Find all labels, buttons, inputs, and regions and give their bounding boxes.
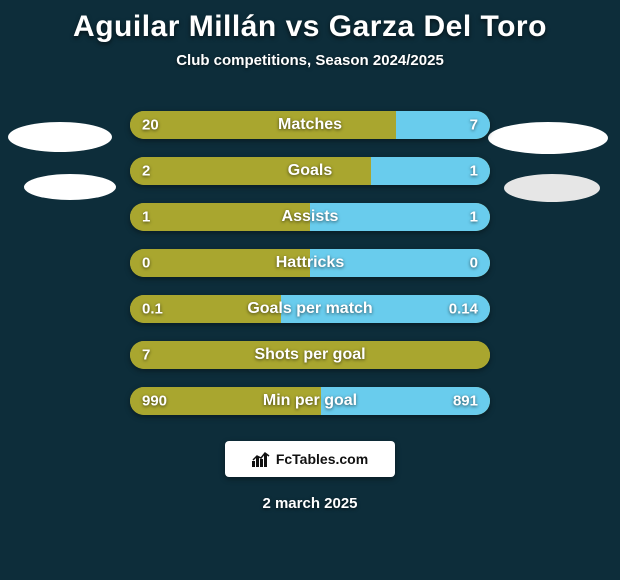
stat-fill-right	[396, 111, 490, 139]
stat-fill-left	[130, 341, 490, 369]
stat-fill-right	[371, 157, 490, 185]
stat-fill-left	[130, 157, 371, 185]
stat-fill-left	[130, 203, 310, 231]
stat-fill-left	[130, 387, 321, 415]
stat-fill-right	[321, 387, 490, 415]
logo-text: FcTables.com	[276, 451, 368, 467]
stat-fill-left	[130, 249, 310, 277]
player-left-avatar-2	[24, 174, 116, 200]
player-left-avatar-1	[8, 122, 112, 152]
player-right-avatar-2	[504, 174, 600, 202]
stat-row: 7Shots per goal	[130, 341, 490, 369]
comparison-card: Aguilar Millán vs Garza Del Toro Club co…	[0, 0, 620, 580]
stat-fill-right	[310, 203, 490, 231]
stat-fill-left	[130, 295, 281, 323]
stat-row: 11Assists	[130, 203, 490, 231]
page-title: Aguilar Millán vs Garza Del Toro	[73, 10, 547, 44]
logo-box[interactable]: FcTables.com	[225, 441, 395, 477]
stats-container: 207Matches 21Goals 11Assists 00Hattricks 0.1…	[130, 111, 490, 415]
player-right-avatar-1	[488, 122, 608, 154]
stat-row: 00Hattricks	[130, 249, 490, 277]
stat-row: 21Goals	[130, 157, 490, 185]
stat-fill-right	[310, 249, 490, 277]
subtitle: Club competitions, Season 2024/2025	[176, 52, 444, 69]
bar-chart-icon	[252, 451, 272, 467]
stat-fill-right	[281, 295, 490, 323]
stat-row: 990891Min per goal	[130, 387, 490, 415]
stat-row: 207Matches	[130, 111, 490, 139]
date: 2 march 2025	[262, 495, 357, 512]
stat-fill-left	[130, 111, 396, 139]
stat-row: 0.10.14Goals per match	[130, 295, 490, 323]
